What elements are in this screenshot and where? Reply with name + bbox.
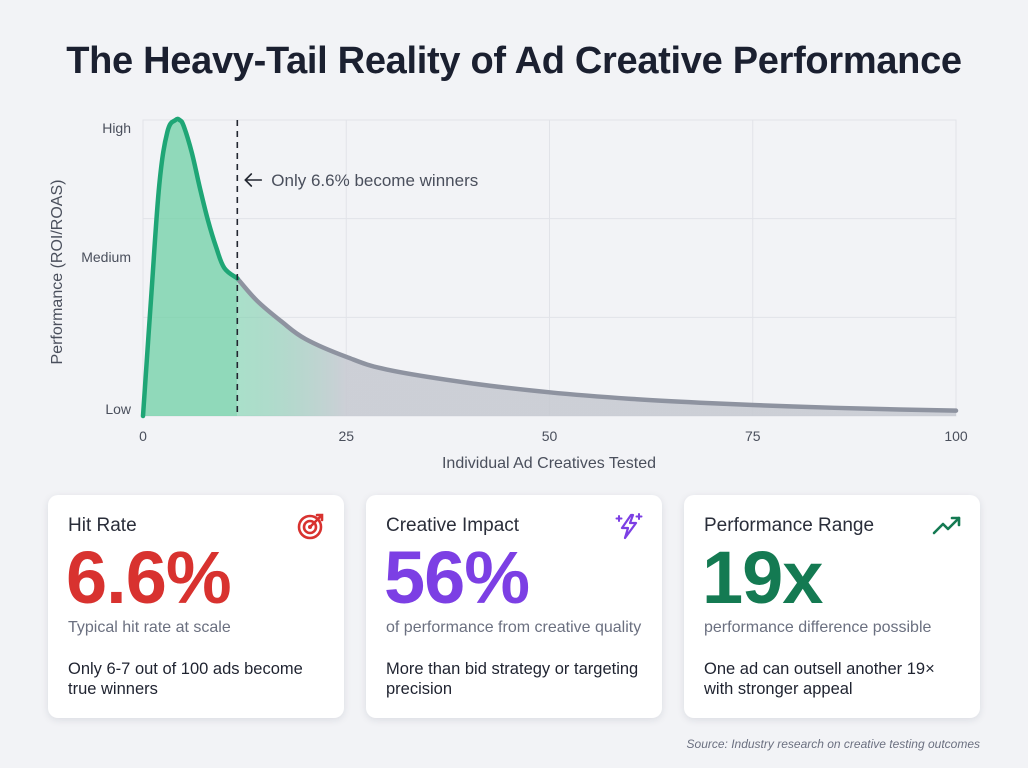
threshold-arrow <box>244 173 263 187</box>
card-title: Hit Rate <box>68 515 137 536</box>
y-tick-label: High <box>102 120 131 136</box>
threshold-label: Only 6.6% become winners <box>271 171 478 190</box>
chart-area-layer <box>143 118 957 416</box>
card-title: Performance Range <box>704 515 875 536</box>
x-tick-label: 100 <box>944 428 968 444</box>
creative-impact-card: Creative Impact 56% of performance from … <box>366 495 662 718</box>
trending-up-icon <box>932 516 961 535</box>
x-tick-label: 0 <box>139 428 147 444</box>
card-description: Only 6-7 out of 100 ads become true winn… <box>68 660 303 698</box>
page-title: The Heavy-Tail Reality of Ad Creative Pe… <box>66 40 962 82</box>
winner-area <box>143 118 238 416</box>
card-value: 6.6% <box>66 536 232 619</box>
chart-line-layer <box>140 116 959 419</box>
card-value: 19x <box>702 536 823 619</box>
y-axis-label: Performance (ROI/ROAS) <box>49 180 66 365</box>
chart-label-layer: Only 6.6% become winners 0 25 50 75 100 Low Med… <box>49 120 968 472</box>
card-description: More than bid strategy or targeting prec… <box>386 660 639 698</box>
winner-line <box>140 116 240 419</box>
target-icon <box>297 513 324 540</box>
x-axis-label: Individual Ad Creatives Tested <box>442 455 656 472</box>
performance-chart: Only 6.6% become winners 0 25 50 75 100 Low Med… <box>49 116 968 472</box>
sparkle-bolt-icon <box>615 513 643 540</box>
card-subtitle: Typical hit rate at scale <box>68 619 231 636</box>
x-tick-label: 50 <box>542 428 558 444</box>
x-tick-label: 75 <box>745 428 761 444</box>
tail-area <box>237 278 957 416</box>
card-subtitle: of performance from creative quality <box>386 619 642 636</box>
y-tick-label: Low <box>105 401 132 417</box>
source-note: Source: Industry research on creative te… <box>686 737 980 751</box>
card-description: One ad can outsell another 19× with stro… <box>704 660 935 698</box>
card-title: Creative Impact <box>386 515 520 536</box>
x-tick-label: 25 <box>338 428 354 444</box>
card-subtitle: performance difference possible <box>704 619 932 636</box>
performance-range-card: Performance Range 19x performance differ… <box>684 495 980 718</box>
card-value: 56% <box>384 536 530 619</box>
y-tick-label: Medium <box>81 249 131 265</box>
tail-line <box>235 276 959 413</box>
hit-rate-card: Hit Rate 6.6% Typical hit rate at scale … <box>48 495 344 718</box>
